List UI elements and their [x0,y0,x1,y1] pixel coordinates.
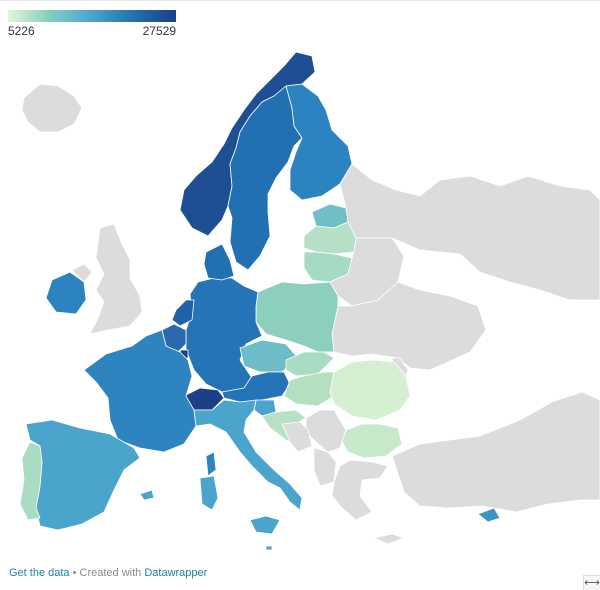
country-denmark[interactable] [203,243,235,281]
datawrapper-link[interactable]: Datawrapper [144,567,208,579]
country-sweden[interactable] [227,85,303,271]
country-malta[interactable] [265,545,273,551]
country-italy[interactable] [193,399,303,511]
country-northern-ireland[interactable] [71,263,93,283]
country-sicily[interactable] [249,515,281,535]
resize-icon[interactable]: ⟷ [583,575,600,590]
country-ireland[interactable] [45,271,87,315]
country-france[interactable] [83,329,197,453]
get-data-link[interactable]: Get the data [9,567,70,579]
top-divider [0,0,600,1]
country-greece[interactable] [331,459,389,521]
country-poland[interactable] [255,281,339,353]
country-germany[interactable] [185,277,263,393]
country-slovakia[interactable] [285,351,335,377]
country-cyprus[interactable] [477,507,501,523]
country-bosnia[interactable] [281,421,313,453]
country-portugal[interactable] [19,441,43,521]
legend-min-label: 5226 [8,24,35,38]
country-romania[interactable] [329,359,411,421]
country-bulgaria[interactable] [341,423,403,459]
footer: Get the data • Created with Datawrapper [9,567,207,579]
country-sardinia[interactable] [199,475,219,511]
europe-choropleth-map [19,51,600,551]
footer-separator: • Created with [69,567,145,579]
country-ukraine[interactable] [331,281,487,371]
legend-labels: 5226 27529 [8,24,176,40]
country-iceland[interactable] [21,83,83,133]
country-montenegro-albania[interactable] [313,447,337,487]
country-turkey[interactable] [391,391,600,513]
country-netherlands[interactable] [171,299,195,327]
country-uk[interactable] [89,223,143,335]
country-finland[interactable] [285,83,353,201]
legend-gradient-bar [8,10,176,22]
country-russia[interactable] [339,163,600,301]
legend-max-label: 27529 [142,24,176,38]
color-legend: 5226 27529 [8,10,176,40]
country-crete[interactable] [373,533,405,545]
country-balearic[interactable] [139,489,155,501]
country-corsica[interactable] [205,451,217,477]
